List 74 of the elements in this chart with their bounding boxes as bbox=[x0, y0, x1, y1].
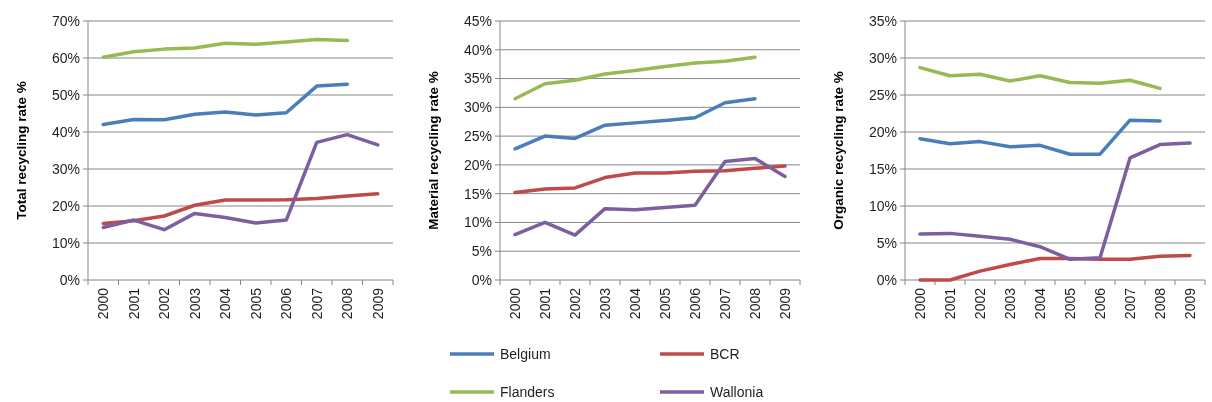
x-tick-label: 2000 bbox=[95, 287, 112, 320]
x-tick-label: 2002 bbox=[971, 287, 988, 320]
y-tick-label: 10% bbox=[463, 214, 492, 231]
x-tick-label: 2002 bbox=[566, 287, 583, 320]
y-tick-label: 0% bbox=[471, 271, 492, 288]
line-series bbox=[513, 156, 787, 237]
line-series bbox=[918, 141, 1192, 262]
x-tick-label: 2006 bbox=[278, 287, 295, 320]
x-tick-label: 2009 bbox=[776, 287, 793, 320]
x-tick-label: 2003 bbox=[1001, 287, 1018, 320]
line-series bbox=[101, 192, 380, 226]
y-tick-label: 5% bbox=[876, 234, 897, 251]
x-tick-label: 2000 bbox=[911, 287, 928, 320]
x-tick-label: 2009 bbox=[1181, 287, 1198, 320]
y-axis-title: Material recycling rate % bbox=[426, 71, 441, 230]
x-tick-label: 2001 bbox=[125, 287, 142, 320]
x-tick-label: 2001 bbox=[941, 287, 958, 320]
x-tick-label: 2007 bbox=[1121, 287, 1138, 320]
y-tick-label: 30% bbox=[463, 99, 492, 116]
line-series bbox=[918, 118, 1162, 156]
y-tick-label: 40% bbox=[463, 41, 492, 58]
x-tick-label: 2003 bbox=[186, 287, 203, 320]
x-tick-label: 2006 bbox=[686, 287, 703, 320]
y-tick-label: 35% bbox=[868, 12, 897, 29]
y-tick-label: 15% bbox=[868, 160, 897, 177]
x-tick-label: 2003 bbox=[596, 287, 613, 320]
x-tick-label: 2005 bbox=[656, 287, 673, 320]
y-tick-label: 5% bbox=[471, 243, 492, 260]
x-tick-label: 2008 bbox=[746, 287, 763, 320]
x-tick-label: 2009 bbox=[369, 287, 386, 320]
y-tick-label: 40% bbox=[51, 123, 80, 140]
y-axis-title: Total recycling rate % bbox=[14, 81, 29, 220]
legend-label: BCR bbox=[710, 345, 740, 362]
x-tick-label: 2004 bbox=[1031, 287, 1048, 320]
x-tick-label: 2008 bbox=[339, 287, 356, 320]
line-series bbox=[101, 132, 380, 232]
x-tick-label: 2002 bbox=[156, 287, 173, 320]
x-tick-label: 2007 bbox=[716, 287, 733, 320]
x-tick-label: 2001 bbox=[536, 287, 553, 320]
legend-label: Wallonia bbox=[710, 383, 764, 400]
y-tick-label: 10% bbox=[868, 197, 897, 214]
y-tick-label: 25% bbox=[463, 128, 492, 145]
y-tick-label: 45% bbox=[463, 12, 492, 29]
y-tick-label: 30% bbox=[51, 160, 80, 177]
x-tick-label: 2005 bbox=[1061, 287, 1078, 320]
x-tick-label: 2004 bbox=[626, 287, 643, 320]
legend-label: Belgium bbox=[500, 345, 551, 362]
y-tick-label: 0% bbox=[876, 271, 897, 288]
y-tick-label: 30% bbox=[868, 49, 897, 66]
x-tick-label: 2008 bbox=[1151, 287, 1168, 320]
line-series bbox=[101, 82, 349, 127]
x-tick-label: 2007 bbox=[308, 287, 325, 320]
line-series bbox=[513, 96, 757, 151]
line-series bbox=[918, 65, 1162, 91]
y-axis-title: Organic recycling rate % bbox=[831, 71, 846, 230]
line-series bbox=[101, 37, 349, 60]
x-tick-label: 2005 bbox=[247, 287, 264, 320]
y-tick-label: 25% bbox=[868, 86, 897, 103]
legend-label: Flanders bbox=[500, 383, 555, 400]
line-series bbox=[513, 164, 787, 195]
y-tick-label: 20% bbox=[868, 123, 897, 140]
y-tick-label: 20% bbox=[463, 156, 492, 173]
x-tick-label: 2004 bbox=[217, 287, 234, 320]
x-tick-label: 2006 bbox=[1091, 287, 1108, 320]
y-tick-label: 15% bbox=[463, 185, 492, 202]
y-tick-label: 10% bbox=[51, 234, 80, 251]
y-tick-label: 70% bbox=[51, 12, 80, 29]
y-tick-label: 20% bbox=[51, 197, 80, 214]
x-tick-label: 2000 bbox=[506, 287, 523, 320]
y-tick-label: 60% bbox=[51, 49, 80, 66]
y-tick-label: 50% bbox=[51, 86, 80, 103]
y-tick-label: 0% bbox=[59, 271, 80, 288]
y-tick-label: 35% bbox=[463, 70, 492, 87]
line-series bbox=[513, 55, 757, 101]
